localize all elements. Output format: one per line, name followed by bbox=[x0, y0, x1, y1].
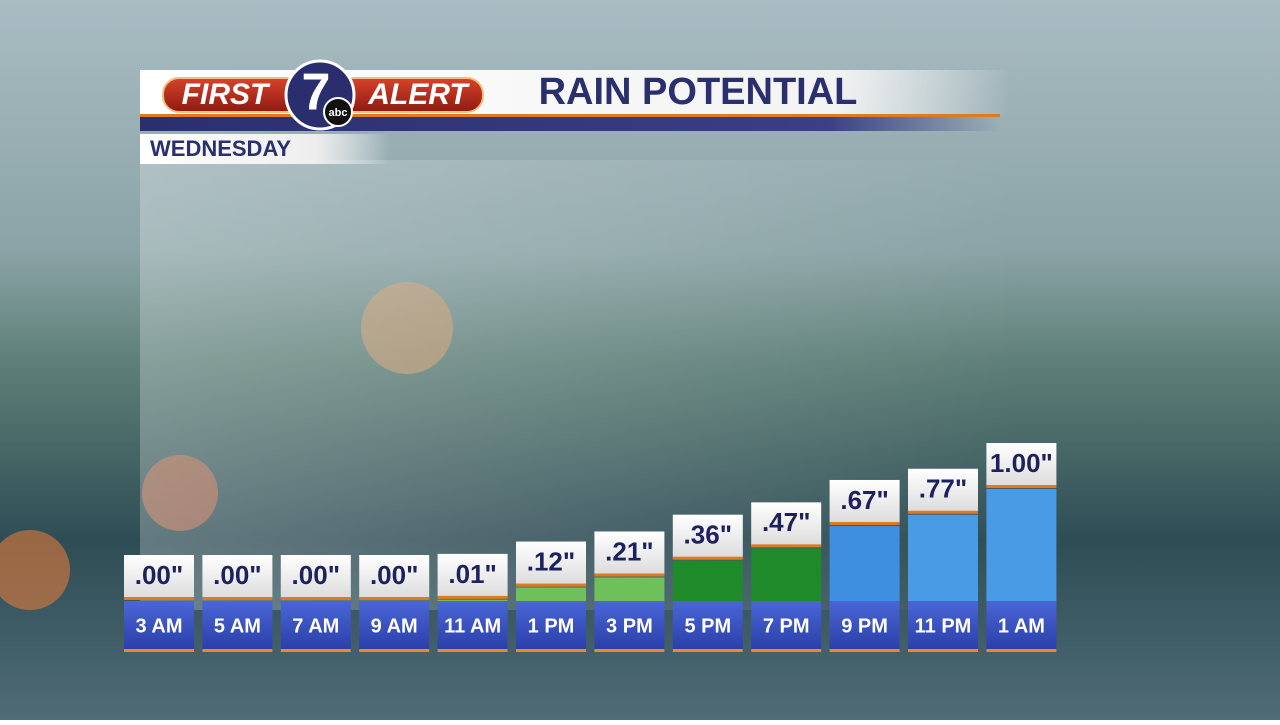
category-box bbox=[594, 601, 665, 651]
category-box bbox=[516, 601, 586, 651]
value-box-accent bbox=[829, 521, 900, 525]
chart-title: RAIN POTENTIAL bbox=[539, 71, 858, 113]
value-box bbox=[280, 555, 351, 598]
value-box bbox=[908, 468, 978, 512]
category-box bbox=[359, 601, 430, 651]
value-box-accent bbox=[908, 510, 978, 514]
x-tick-label: 11 PM bbox=[915, 615, 972, 637]
value-label: .21" bbox=[605, 536, 653, 566]
x-tick-label: 11 AM bbox=[444, 615, 501, 637]
category-accent bbox=[594, 649, 665, 652]
value-box bbox=[829, 479, 900, 523]
bar bbox=[986, 489, 1057, 601]
value-label: .77" bbox=[919, 474, 967, 504]
x-tick-label: 3 AM bbox=[135, 615, 182, 637]
value-box-accent bbox=[751, 544, 822, 548]
bar bbox=[516, 587, 586, 601]
value-box bbox=[986, 443, 1057, 486]
category-box bbox=[672, 601, 743, 651]
bar bbox=[908, 514, 978, 601]
category-box bbox=[280, 601, 351, 651]
bokeh bbox=[0, 530, 70, 610]
value-label: .67" bbox=[840, 485, 888, 515]
x-tick-label: 7 AM bbox=[292, 615, 339, 637]
category-accent bbox=[202, 649, 273, 652]
category-accent bbox=[908, 649, 978, 652]
value-label: .00" bbox=[292, 560, 340, 590]
value-box-accent bbox=[202, 597, 273, 600]
value-box-accent bbox=[516, 583, 586, 587]
value-label: .12" bbox=[527, 546, 575, 576]
bar bbox=[672, 560, 743, 601]
value-box-accent bbox=[986, 485, 1057, 488]
value-box bbox=[437, 553, 508, 597]
category-box bbox=[124, 601, 194, 651]
bar bbox=[751, 548, 822, 601]
network-circle bbox=[323, 97, 353, 127]
x-tick-label: 1 AM bbox=[998, 615, 1045, 637]
chart-subtitle: WEDNESDAY bbox=[150, 136, 291, 161]
x-tick-label: 7 PM bbox=[763, 615, 810, 637]
value-box-accent bbox=[124, 597, 194, 600]
category-box bbox=[908, 601, 978, 651]
value-label: 1.00" bbox=[990, 448, 1053, 478]
bar bbox=[829, 525, 900, 601]
logo-text: FIRST bbox=[182, 78, 271, 111]
value-box bbox=[516, 541, 586, 585]
x-tick-label: 5 AM bbox=[214, 615, 261, 637]
value-box-accent bbox=[437, 595, 508, 599]
value-label: .00" bbox=[135, 560, 183, 590]
value-label: .00" bbox=[370, 560, 418, 590]
category-box bbox=[202, 601, 273, 651]
bar bbox=[594, 577, 665, 601]
category-accent bbox=[829, 649, 900, 652]
category-accent bbox=[124, 649, 194, 652]
category-accent bbox=[359, 649, 430, 652]
value-label: .01" bbox=[448, 559, 496, 589]
category-box bbox=[437, 601, 508, 651]
value-box-accent bbox=[359, 597, 430, 600]
category-box bbox=[751, 601, 822, 651]
category-accent bbox=[516, 649, 586, 652]
category-box bbox=[986, 601, 1057, 651]
value-box bbox=[359, 555, 430, 598]
category-box bbox=[829, 601, 900, 651]
x-tick-label: 5 PM bbox=[684, 615, 731, 637]
header-accent bbox=[140, 114, 1000, 117]
value-box-accent bbox=[280, 597, 351, 600]
logo-text: ALERT bbox=[367, 78, 470, 111]
value-box bbox=[202, 555, 273, 598]
bar bbox=[437, 599, 508, 601]
category-accent bbox=[751, 649, 822, 652]
x-tick-label: 9 PM bbox=[841, 615, 888, 637]
value-box bbox=[594, 531, 665, 575]
subtitle-band bbox=[140, 134, 390, 164]
category-accent bbox=[986, 649, 1057, 652]
x-tick-label: 9 AM bbox=[371, 615, 418, 637]
value-box-accent bbox=[594, 573, 665, 577]
value-label: .00" bbox=[213, 560, 261, 590]
value-box bbox=[672, 514, 743, 558]
category-accent bbox=[280, 649, 351, 652]
value-label: .36" bbox=[684, 520, 732, 550]
x-tick-label: 3 PM bbox=[606, 615, 653, 637]
x-tick-label: 1 PM bbox=[528, 615, 575, 637]
value-box bbox=[751, 502, 822, 546]
category-accent bbox=[437, 649, 508, 652]
network-text: abc bbox=[329, 107, 348, 119]
category-accent bbox=[672, 649, 743, 652]
bars: .00" 3 AM .00" 5 AM .00" 7 AM .00" 9 AM .01" 11 A… bbox=[124, 443, 1057, 652]
value-box bbox=[124, 555, 194, 598]
header-stripe bbox=[140, 117, 1000, 131]
value-label: .47" bbox=[762, 507, 810, 537]
value-box-accent bbox=[672, 556, 743, 560]
